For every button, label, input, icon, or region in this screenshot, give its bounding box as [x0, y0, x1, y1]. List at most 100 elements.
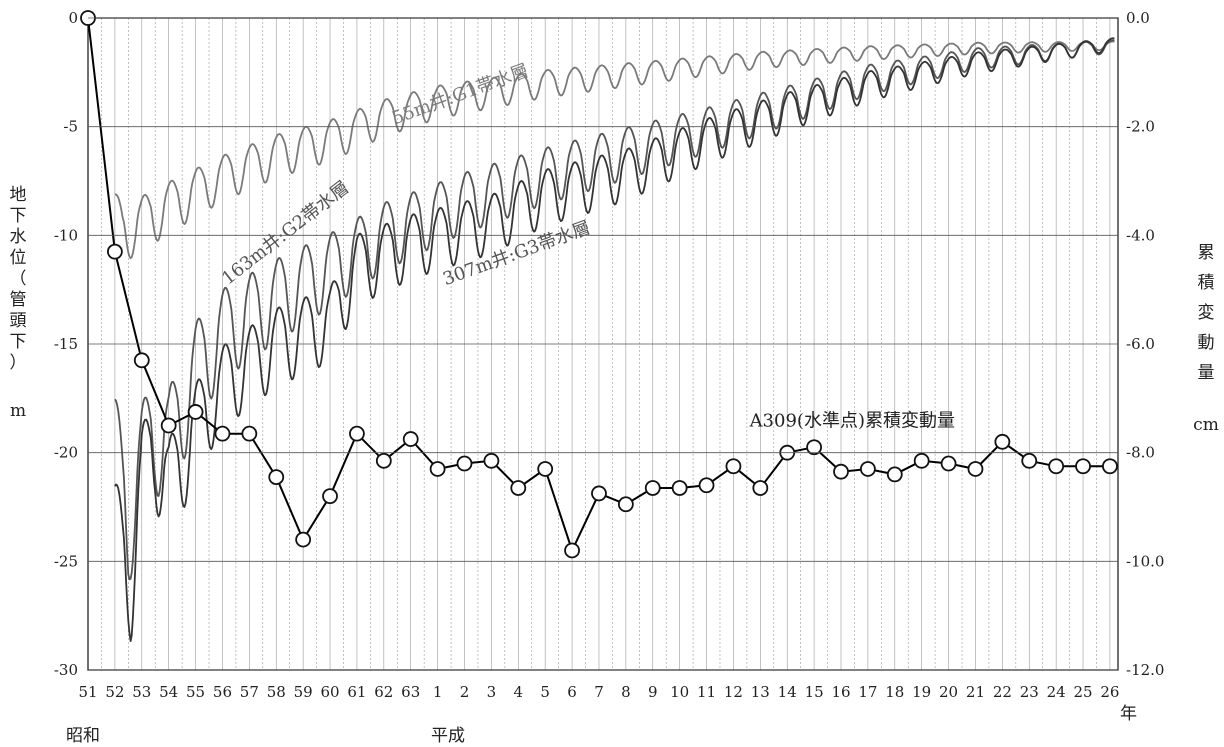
x-tick-label: 26	[1100, 683, 1119, 701]
x-tick-label: 18	[885, 683, 904, 701]
right-y-tick-label: -4.0	[1126, 226, 1155, 244]
x-tick-label: 62	[374, 683, 393, 701]
x-tick-label: 54	[159, 683, 178, 701]
x-tick-label: 19	[912, 683, 931, 701]
data-point	[591, 485, 607, 502]
left-y-axis-label-char: 下	[10, 332, 27, 352]
right-y-axis-label: 累積変動量	[1198, 243, 1215, 383]
left-y-axis-label-char: ）	[10, 353, 27, 373]
x-tick-label: 59	[294, 683, 313, 701]
data-point	[833, 463, 849, 480]
x-tick-label: 51	[78, 683, 97, 701]
x-axis-era-showa: 昭和	[66, 726, 100, 746]
series-55m井:G1帯水層	[114, 40, 1115, 260]
data-point	[241, 425, 258, 442]
left-y-axis-label-char: 水	[10, 227, 27, 247]
data-point	[537, 461, 554, 477]
data-point	[940, 455, 957, 472]
data-point	[1102, 458, 1118, 475]
x-tick-label: 61	[347, 683, 366, 701]
x-tick-label: 16	[831, 683, 850, 701]
x-tick-label: 55	[186, 683, 205, 701]
x-tick-label: 14	[778, 683, 797, 701]
left-y-axis-label-char: 位	[10, 248, 27, 268]
x-tick-label: 22	[993, 683, 1012, 701]
data-point	[375, 452, 392, 469]
x-tick-label: 20	[939, 683, 958, 701]
left-y-tick-label: -10	[54, 226, 78, 244]
right-y-tick-label: -2.0	[1126, 118, 1155, 136]
x-tick-label: 23	[1020, 683, 1039, 701]
right-y-axis-label-char: 変	[1198, 303, 1215, 323]
x-tick-label: 25	[1073, 683, 1092, 701]
x-tick-label: 21	[966, 683, 985, 701]
left-y-tick-label: -30	[54, 661, 78, 679]
x-axis-ticks: 51 52 53 54 55 56 57 58 59 60 61 62 63 1 2 3 4 5 6 7 8 9 10 11 1…	[78, 683, 1119, 701]
left-y-tick-label: 0	[68, 9, 78, 27]
left-y-axis-label-char: 地	[10, 185, 27, 205]
series-line	[114, 39, 1115, 581]
x-tick-label: 15	[805, 683, 824, 701]
x-tick-label: 7	[594, 683, 604, 701]
data-point	[806, 439, 823, 456]
x-tick-label: 60	[320, 683, 339, 701]
right-y-tick-label: -6.0	[1126, 335, 1155, 353]
left-y-axis-label-char: 頭	[10, 311, 27, 331]
x-tick-label: 3	[487, 683, 497, 701]
series-307m井:G3帯水層	[114, 37, 1115, 642]
data-point	[1048, 458, 1065, 475]
left-y-axis-label-char: 管	[10, 290, 27, 310]
series-annotation-3: A309(水準点)累積変動量	[749, 411, 955, 432]
data-point	[698, 477, 715, 494]
data-point	[429, 461, 446, 477]
series-annotation-2: 307m井:G3帯水層	[440, 217, 593, 290]
right-y-tick-label: 0.0	[1126, 9, 1150, 27]
data-point	[967, 461, 984, 477]
series-line	[114, 40, 1115, 260]
data-point	[752, 480, 769, 496]
data-point	[160, 417, 177, 434]
right-y-axis-label-char: 累	[1198, 243, 1215, 263]
left-y-axis-unit: m	[10, 401, 26, 421]
right-y-tick-label: -10.0	[1126, 552, 1164, 570]
x-tick-label: 10	[670, 683, 689, 701]
data-point	[994, 433, 1011, 450]
right-y-axis-ticks: 0.0 -2.0 -4.0 -6.0 -8.0 -10.0 -12.0	[1126, 9, 1164, 679]
left-y-tick-label: -25	[54, 552, 78, 570]
x-tick-label: 63	[401, 683, 420, 701]
x-tick-label: 56	[213, 683, 232, 701]
x-tick-label: 52	[105, 683, 124, 701]
data-point	[886, 466, 903, 483]
left-y-axis-ticks: 0 -5 -10 -15 -20 -25 -30	[54, 9, 1118, 679]
right-y-axis-unit: cm	[1193, 415, 1219, 435]
x-tick-label: 12	[724, 683, 743, 701]
data-point	[671, 480, 688, 496]
data-point	[106, 243, 123, 260]
data-point	[617, 496, 634, 513]
x-tick-label: 13	[751, 683, 770, 701]
x-tick-label: 57	[240, 683, 259, 701]
left-y-tick-label: -20	[54, 444, 78, 462]
x-tick-label: 53	[132, 683, 151, 701]
x-tick-label: 4	[514, 683, 524, 701]
data-point	[295, 531, 312, 548]
data-point	[1021, 452, 1038, 469]
data-point	[913, 452, 930, 469]
data-point	[456, 455, 473, 472]
x-tick-label: 8	[621, 683, 631, 701]
x-tick-label: 24	[1047, 683, 1066, 701]
right-y-axis-label-char: 動	[1198, 333, 1215, 353]
data-point	[268, 469, 285, 486]
x-tick-label: 5	[540, 683, 550, 701]
series-163m井:G2帯水層	[114, 39, 1115, 581]
data-point	[187, 404, 204, 420]
data-point	[483, 452, 500, 469]
right-y-axis-label-char: 積	[1198, 273, 1215, 293]
data-point	[644, 480, 661, 496]
data-point	[510, 480, 527, 496]
series-line	[114, 37, 1115, 642]
left-y-tick-label: -5	[63, 118, 78, 136]
left-y-axis-label-char: （	[10, 269, 27, 289]
x-tick-label: 58	[267, 683, 286, 701]
